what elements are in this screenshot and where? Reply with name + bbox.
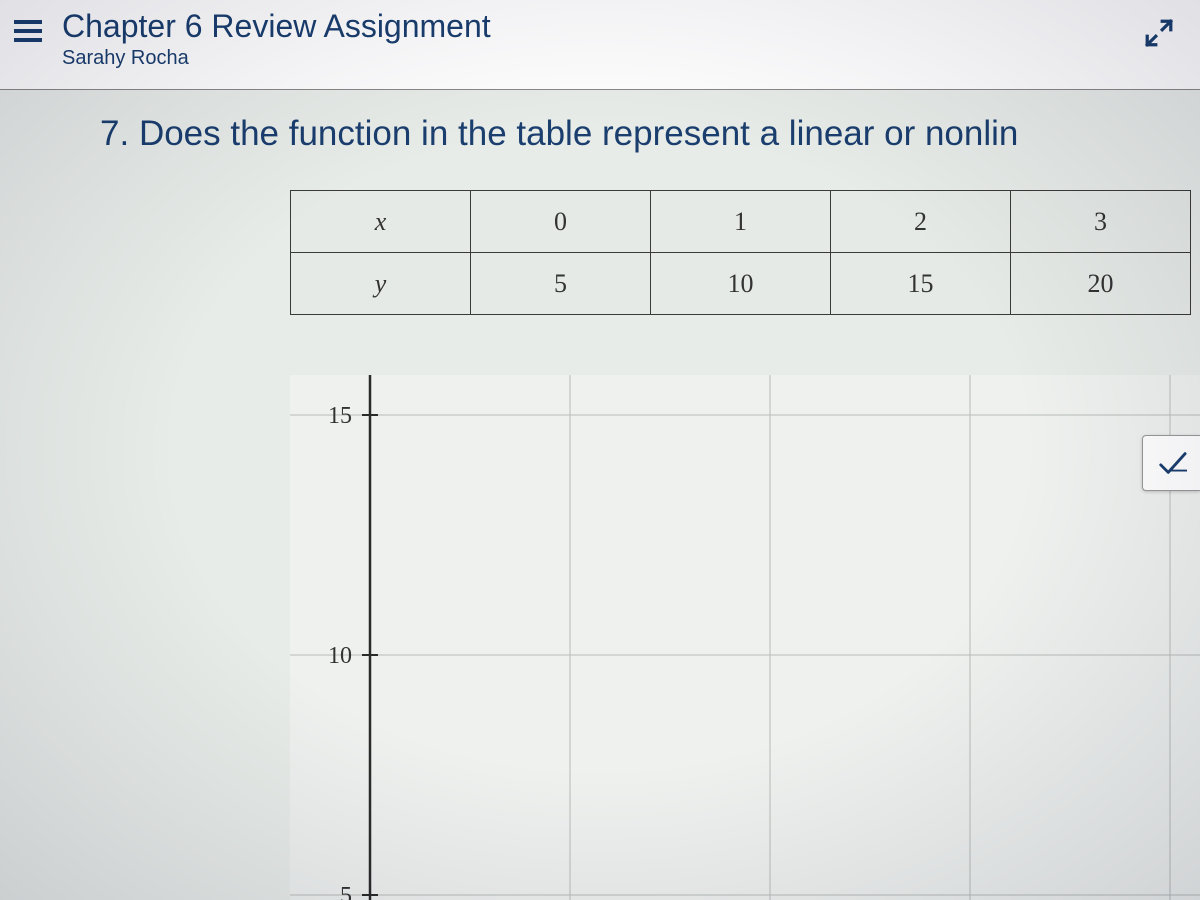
student-name: Sarahy Rocha [62,47,491,70]
table-cell: 1 [651,191,831,253]
table-cell: 3 [1011,191,1191,253]
table-cell: 0 [471,191,651,253]
table-row: x 0 1 2 3 [291,191,1191,253]
row-label-y: y [291,253,471,315]
table-cell: 15 [831,253,1011,315]
check-answer-button[interactable] [1142,435,1200,491]
table-cell: 2 [831,191,1011,253]
table-cell: 10 [651,253,831,315]
svg-text:5: 5 [340,883,352,900]
svg-text:10: 10 [328,643,352,669]
table-cell: 20 [1011,253,1191,315]
menu-icon[interactable] [14,14,48,48]
question-number: 7. [100,114,129,153]
function-table: x 0 1 2 3 y 5 10 15 20 [290,190,1191,315]
table-cell: 5 [471,253,651,315]
content-area: 7. Does the function in the table repres… [0,90,1200,900]
assignment-title: Chapter 6 Review Assignment [62,8,491,45]
svg-text:15: 15 [328,403,352,429]
fullscreen-icon[interactable] [1144,18,1174,48]
graph-area[interactable]: 15 10 5 [290,375,1200,900]
checkmark-icon [1157,448,1187,478]
row-label-x: x [291,191,471,253]
question-body: Does the function in the table represent… [139,114,1018,153]
header-text: Chapter 6 Review Assignment Sarahy Rocha [62,8,491,70]
app-header: Chapter 6 Review Assignment Sarahy Rocha [0,0,1200,90]
question-text: 7. Does the function in the table repres… [100,114,1200,154]
table-row: y 5 10 15 20 [291,253,1191,315]
coordinate-grid[interactable]: 15 10 5 [290,375,1200,900]
